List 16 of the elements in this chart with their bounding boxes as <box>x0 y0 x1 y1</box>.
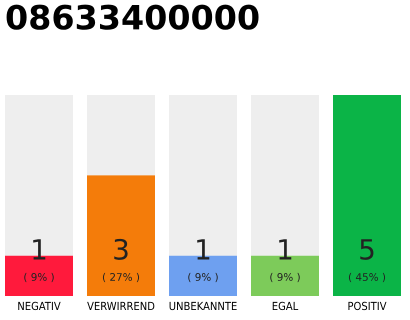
annotation: ( 9% ) <box>270 272 300 282</box>
x-tick-label: EGAL <box>272 302 298 310</box>
x-tick-label: NEGATIV <box>18 302 61 310</box>
annotation: ( 9% ) <box>188 272 218 282</box>
annotation: ( 27% ) <box>102 272 140 282</box>
x-tick-label: POSITIV <box>348 302 386 310</box>
data-label: 1 <box>33 239 46 260</box>
x-tick-label: VERWIRREND <box>87 302 154 310</box>
data-label: 1 <box>197 239 210 260</box>
chart-title: 08633400000 <box>6 4 259 30</box>
data-label: 1 <box>279 239 292 260</box>
data-label: 3 <box>114 238 128 260</box>
x-tick-label: UNBEKANNTE <box>170 302 237 310</box>
annotation: ( 9% ) <box>24 272 54 282</box>
data-label: 5 <box>360 239 374 260</box>
annotation: ( 45% ) <box>348 272 386 282</box>
